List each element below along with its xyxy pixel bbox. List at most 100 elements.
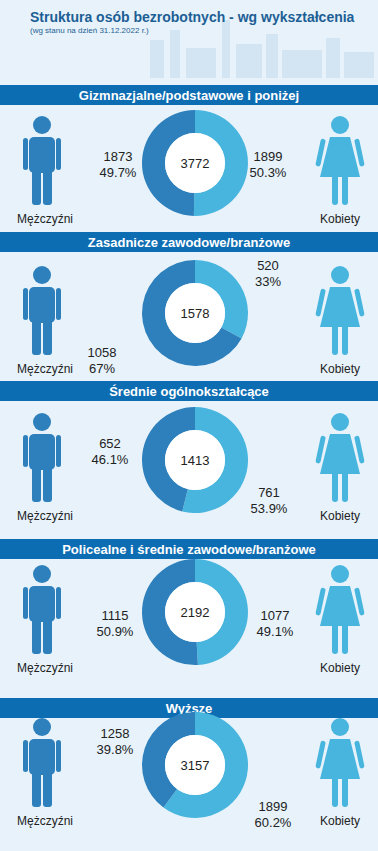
category-label: Kobiety [320,362,360,376]
category-label: Mężczyźni [17,661,73,675]
icon-leg [43,319,52,355]
icon-arm [315,435,326,463]
icon-arm [56,740,61,772]
skyline-building [344,52,374,78]
icon-arm [354,587,365,615]
section-title: Średnie ogólnokształcące [109,384,269,399]
female-icon [315,116,365,205]
skyline-building [150,40,164,78]
background [0,0,378,851]
icon-arm [315,138,326,166]
data-label: 520 [257,258,279,273]
donut: 3157 [142,712,248,818]
male-icon [23,116,61,205]
donut-hole [165,582,225,642]
data-label: 761 [258,485,280,500]
data-label: 652 [99,436,121,451]
donut-total: 3772 [181,156,210,171]
icon-head [331,413,349,431]
donut-hole [165,133,225,193]
infographic: Struktura osób bezrobotnych - wg wykszta… [0,0,378,851]
icon-body [29,434,55,470]
icon-leg [32,618,41,654]
percent-label: 50.9% [97,624,134,639]
icon-leg [342,624,348,654]
icon-dress [320,287,360,327]
section-title: Policealne i średnie zawodowe/branżowe [62,542,316,557]
icon-body [29,287,55,323]
icon-dress [320,434,360,474]
category-label: Mężczyźni [17,509,73,523]
icon-arm [56,288,61,320]
icon-leg [32,169,41,205]
icon-arm [56,587,61,619]
icon-leg [332,777,338,807]
section-title: Gizmnazjalne/podstawowe i poniżej [79,88,299,103]
donut-hole [165,283,225,343]
percent-label: 49.7% [100,165,137,180]
donut: 3772 [142,110,248,216]
skyline-building [236,44,262,78]
icon-arm [23,288,28,320]
icon-head [33,266,51,284]
section: Zasadnicze zawodowe/branżoweMężczyźniKob… [0,232,378,376]
skyline-building [282,50,322,78]
donut-hole [165,735,225,795]
icon-arm [354,138,365,166]
category-label: Kobiety [320,212,360,226]
icon-dress [320,137,360,177]
skyline-building [222,20,230,78]
title: Struktura osób bezrobotnych - wg wykszta… [30,9,355,25]
data-label: 1058 [88,345,117,360]
icon-body [29,739,55,775]
icon-head [33,718,51,736]
icon-arm [315,740,326,768]
section: WyższeMężczyźniKobiety3157125839.8%18996… [0,698,378,830]
donut: 2192 [142,559,248,665]
data-label: 1899 [259,799,288,814]
skyline-building [326,38,340,78]
icon-leg [32,319,41,355]
male-icon [23,266,61,355]
data-label: 1873 [104,149,133,164]
donut-total: 2192 [181,605,210,620]
section-header [0,539,378,559]
icon-arm [315,587,326,615]
skyline [150,20,374,78]
icon-arm [354,740,365,768]
skyline-building [186,48,216,78]
section-header [0,85,378,105]
icon-arm [23,435,28,467]
category-label: Kobiety [320,814,360,828]
percent-label: 53.9% [251,501,288,516]
percent-label: 50.3% [250,165,287,180]
icon-head [331,718,349,736]
icon-arm [56,138,61,170]
icon-leg [332,472,338,502]
icon-arm [23,138,28,170]
icon-body [29,137,55,173]
icon-leg [43,169,52,205]
icon-body [29,586,55,622]
male-icon [23,565,61,654]
donut: 1578 [142,260,248,366]
icon-leg [32,771,41,807]
data-label: 1077 [261,608,290,623]
male-icon [23,413,61,502]
percent-label: 33% [255,274,281,289]
icon-arm [354,435,365,463]
data-label: 1115 [102,608,129,623]
category-label: Mężczyźni [17,814,73,828]
category-label: Kobiety [320,661,360,675]
category-label: Mężczyźni [17,362,73,376]
icon-leg [332,175,338,205]
icon-arm [315,288,326,316]
icon-leg [342,777,348,807]
female-icon [315,718,365,807]
skyline-building [266,34,278,78]
percent-label: 46.1% [92,452,129,467]
icon-head [33,116,51,134]
donut-slice [142,260,242,366]
icon-head [331,565,349,583]
icon-leg [43,771,52,807]
